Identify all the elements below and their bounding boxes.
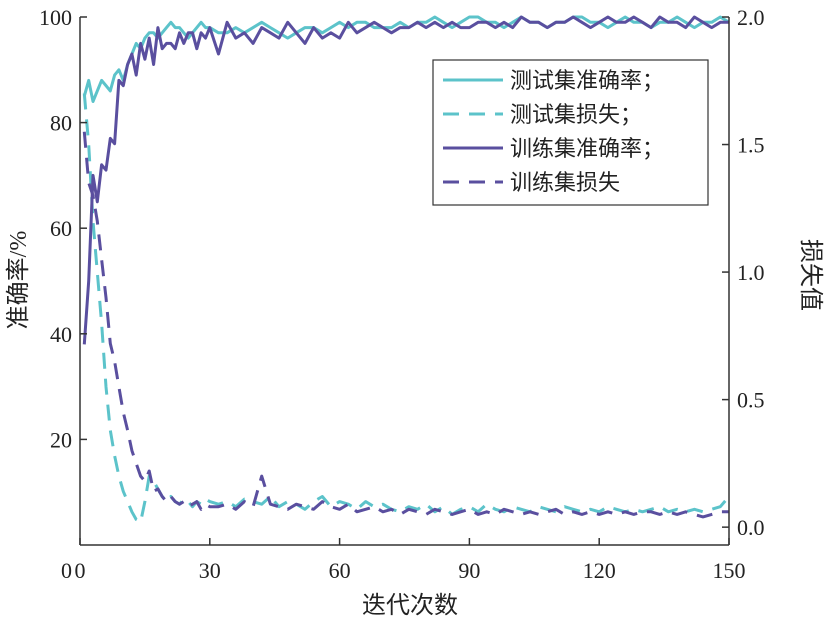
x-origin-label: 0 bbox=[61, 558, 72, 583]
series-line-2 bbox=[82, 15, 729, 345]
legend-label-1: 测试集损失； bbox=[510, 102, 642, 127]
y-left-tick-label: 60 bbox=[50, 216, 72, 241]
series-line-1 bbox=[82, 93, 731, 524]
series-line-3 bbox=[82, 131, 729, 519]
y-left-tick-label: 20 bbox=[50, 427, 72, 452]
x-tick-label: 90 bbox=[458, 558, 480, 583]
legend-label-3: 训练集损失 bbox=[510, 170, 620, 195]
y-left-tick-label: 40 bbox=[50, 322, 72, 347]
legend-label-0: 测试集准确率； bbox=[510, 68, 664, 93]
y-right-tick-label: 0.0 bbox=[737, 515, 765, 540]
series-line-0 bbox=[82, 15, 730, 103]
x-tick-label: 120 bbox=[583, 558, 616, 583]
y-left-tick-label: 100 bbox=[39, 5, 72, 30]
x-tick-label: 150 bbox=[713, 558, 746, 583]
y-right-tick-label: 1.5 bbox=[737, 133, 765, 158]
y-right-tick-label: 1.0 bbox=[737, 260, 765, 285]
x-axis-label: 迭代次数 bbox=[362, 592, 458, 619]
legend-label-2: 训练集准确率； bbox=[510, 136, 664, 161]
y-right-tick-label: 2.0 bbox=[737, 5, 765, 30]
y-axis-label-right: 损失值 bbox=[797, 239, 824, 311]
axes-layer bbox=[79, 17, 730, 546]
series-layer bbox=[82, 15, 731, 524]
x-tick-label: 30 bbox=[199, 558, 221, 583]
legend: 测试集准确率； 测试集损失； 训练集准确率； 训练集损失 bbox=[432, 59, 709, 206]
y-right-tick-label: 0.5 bbox=[737, 388, 765, 413]
x-tick-label: 60 bbox=[329, 558, 351, 583]
x-tick-label: 0 bbox=[75, 558, 86, 583]
ticks-layer: 0 30 60 90 120 150 20 40 60 80 100 0.0 0.5 1.0 1.5 2.0 0 bbox=[39, 5, 765, 583]
y-axis-label-left: 准确率/% bbox=[5, 231, 32, 330]
y-left-tick-label: 80 bbox=[50, 111, 72, 136]
